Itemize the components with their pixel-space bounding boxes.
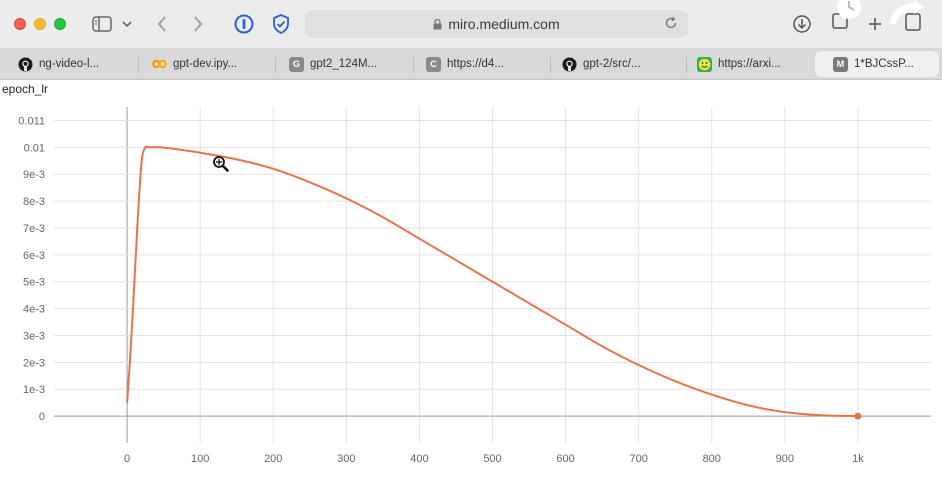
letter-c-icon: C — [426, 56, 441, 72]
chevron-right-icon — [194, 16, 203, 32]
y-tick-label: 6e-3 — [23, 250, 45, 262]
tab-label: 1*BJCssP... — [854, 58, 914, 70]
x-tick-label: 100 — [191, 453, 209, 465]
colab-icon — [152, 57, 167, 72]
x-tick-label: 1k — [852, 453, 864, 465]
x-tick-label: 300 — [337, 453, 355, 465]
y-tick-label: 5e-3 — [23, 277, 45, 289]
y-tick-label: 0.01 — [24, 142, 45, 154]
tab-label: https://d4... — [447, 58, 504, 70]
tab-gpt2-src[interactable]: gpt-2/src/... — [562, 52, 680, 76]
chevron-down-icon — [122, 21, 132, 28]
x-tick-label: 700 — [629, 453, 647, 465]
lock-icon — [433, 19, 442, 30]
tab-group-menu-button[interactable] — [120, 12, 134, 36]
github-icon — [562, 56, 577, 72]
tab-ng-video[interactable]: ng-video-l... — [18, 52, 130, 76]
x-tick-label: 500 — [483, 453, 501, 465]
download-icon — [793, 15, 811, 33]
y-tick-label: 7e-3 — [23, 223, 45, 235]
share-icon — [888, 0, 924, 31]
new-tab-button[interactable] — [866, 12, 884, 36]
chart-series — [126, 145, 862, 420]
x-axis-ticks: 0 100 200 300 400 500 600 700 800 900 1k — [124, 453, 864, 465]
forward-button[interactable] — [188, 12, 208, 36]
series-line — [126, 145, 858, 418]
tab-arxiv[interactable]: https://arxi... — [697, 52, 809, 76]
clock-icon — [832, 0, 861, 29]
zoom-cursor — [213, 156, 229, 172]
password-manager-extension-button[interactable] — [233, 12, 255, 36]
tab-divider — [275, 57, 276, 73]
x-tick-label: 900 — [776, 453, 794, 465]
tab-label: ng-video-l... — [39, 58, 100, 70]
tab-divider — [686, 57, 687, 73]
close-window-button[interactable] — [14, 18, 26, 30]
privacy-shield-extension-button[interactable] — [270, 12, 292, 36]
plus-icon — [869, 18, 881, 30]
y-tick-label: 4e-3 — [23, 304, 45, 316]
y-tick-label: 9e-3 — [23, 169, 45, 181]
tab-gpt-dev[interactable]: gpt-dev.ipy... — [152, 52, 270, 76]
tab-bar: ng-video-l... gpt-dev.ipy... G gpt2_124M… — [0, 48, 942, 80]
tab-d4[interactable]: C https://d4... — [426, 52, 536, 76]
chevron-left-icon — [157, 16, 166, 32]
tab-medium-active[interactable]: M 1*BJCssP... — [815, 51, 939, 77]
downloads-button[interactable] — [790, 12, 814, 36]
tab-label: https://arxi... — [718, 58, 781, 70]
address-text: miro.medium.com — [448, 16, 560, 32]
sidebar-icon — [92, 16, 112, 32]
letter-g-icon: G — [289, 56, 304, 72]
learning-rate-chart: 0 1e-3 2e-3 3e-3 4e-3 5e-3 6e-3 7e-3 8e-3 9e-3 0.0… — [18, 107, 931, 465]
tab-label: gpt2_124M... — [310, 58, 378, 70]
browser-toolbar: miro.medium.com — [0, 0, 942, 48]
tab-gpt2-124m[interactable]: G gpt2_124M... — [289, 52, 399, 76]
x-tick-label: 0 — [124, 453, 130, 465]
smiley-icon — [697, 56, 712, 72]
chart-title: epoch_lr — [2, 82, 49, 96]
tab-label: gpt-dev.ipy... — [173, 58, 238, 70]
shield-check-icon — [273, 14, 289, 34]
y-tick-label: 3e-3 — [23, 330, 45, 342]
onepassword-icon — [234, 14, 254, 34]
address-bar[interactable]: miro.medium.com — [305, 10, 688, 38]
tab-divider — [138, 57, 139, 73]
tab-divider — [550, 57, 551, 73]
tab-divider — [413, 57, 414, 73]
y-tick-label: 0 — [39, 411, 45, 423]
zoom-window-button[interactable] — [54, 18, 66, 30]
y-tick-label: 8e-3 — [23, 196, 45, 208]
back-button[interactable] — [152, 12, 172, 36]
chart-grid — [54, 107, 931, 443]
y-tick-label: 2e-3 — [23, 357, 45, 369]
minimize-window-button[interactable] — [34, 18, 46, 30]
share-button[interactable] — [888, 0, 928, 34]
x-tick-label: 200 — [264, 453, 282, 465]
y-axis-ticks: 0 1e-3 2e-3 3e-3 4e-3 5e-3 6e-3 7e-3 8e-3 9e-3 0.0… — [18, 115, 45, 423]
series-end-marker — [854, 412, 862, 420]
x-tick-label: 800 — [703, 453, 721, 465]
tab-label: gpt-2/src/... — [583, 58, 641, 70]
y-tick-label: 1e-3 — [23, 384, 45, 396]
github-icon — [18, 56, 33, 72]
y-tick-label: 0.011 — [18, 115, 45, 127]
x-tick-label: 400 — [410, 453, 428, 465]
reload-icon[interactable] — [664, 16, 678, 30]
sidebar-toggle-button[interactable] — [90, 12, 114, 36]
letter-m-icon: M — [833, 56, 848, 72]
history-button[interactable] — [826, 0, 866, 30]
x-tick-label: 600 — [556, 453, 574, 465]
